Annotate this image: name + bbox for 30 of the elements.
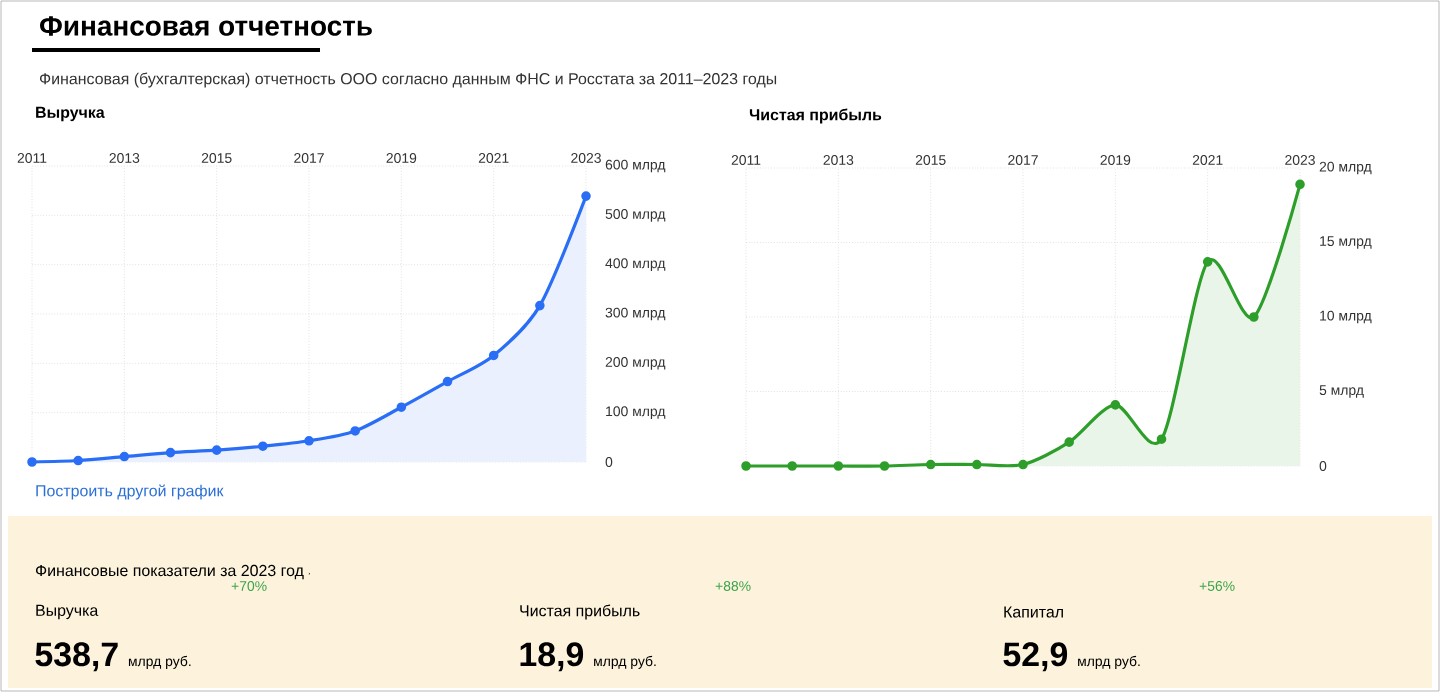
- point: [488, 350, 499, 361]
- point: [211, 445, 222, 455]
- point: [1064, 437, 1074, 447]
- point: [396, 402, 407, 413]
- point: [972, 459, 982, 470]
- point: [119, 451, 130, 462]
- text: 538,7: [35, 642, 118, 672]
- point: [1202, 257, 1213, 267]
- point: [925, 459, 936, 470]
- point: [581, 191, 591, 201]
- point: [833, 461, 844, 471]
- text: 52,9: [1003, 642, 1068, 672]
- point: [165, 447, 176, 458]
- point: [741, 461, 751, 471]
- point: [350, 426, 360, 436]
- point: [535, 300, 545, 311]
- point: [73, 455, 83, 466]
- point: [787, 461, 797, 471]
- point: [442, 376, 453, 387]
- point: [1249, 312, 1259, 322]
- point: [1018, 459, 1028, 470]
- text: Финансовая отчетность: [40, 16, 372, 36]
- point: [304, 435, 314, 446]
- point: [1156, 434, 1167, 444]
- point: [258, 441, 268, 451]
- text: 18,9: [520, 642, 584, 672]
- point: [27, 457, 37, 467]
- point: [1110, 400, 1121, 410]
- point: [1295, 179, 1305, 190]
- point: [879, 461, 890, 471]
